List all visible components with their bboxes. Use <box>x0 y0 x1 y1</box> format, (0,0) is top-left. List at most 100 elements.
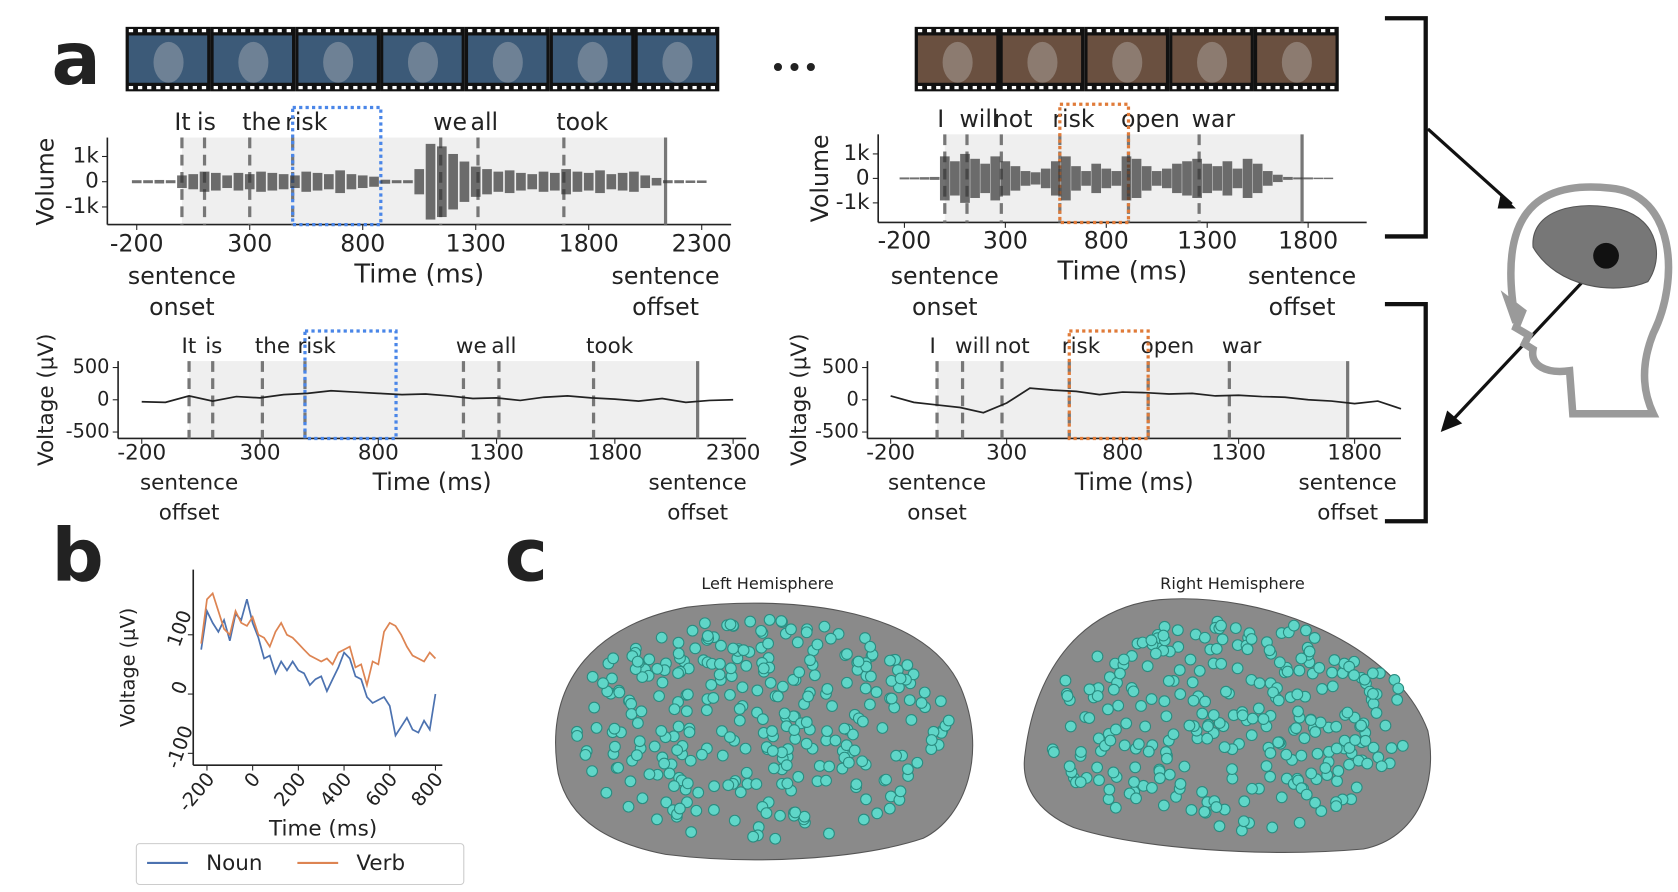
film-hole <box>277 85 282 90</box>
electrode <box>1257 713 1270 726</box>
electrode <box>1163 768 1176 781</box>
film-hole <box>625 29 631 33</box>
electrode <box>707 692 720 704</box>
word-label: the <box>242 108 281 136</box>
volume-bar <box>335 170 345 194</box>
electrode <box>597 677 609 690</box>
film-hole <box>344 29 349 33</box>
film-hole <box>1075 85 1081 90</box>
annotation: offset <box>667 501 728 526</box>
film-hole <box>1199 29 1205 33</box>
volume-bar <box>629 171 639 192</box>
electrode <box>1178 760 1191 773</box>
y-tick-label: 1k <box>844 141 871 166</box>
volume-bar <box>1323 177 1334 180</box>
film-hole <box>927 29 932 33</box>
y-axis-label: Volume <box>806 134 834 222</box>
volume-bar <box>606 174 617 190</box>
volume-bar <box>1111 171 1122 186</box>
y-tick-label: 0 <box>85 169 99 194</box>
volume-bar <box>154 179 165 184</box>
x-tick-label: 1800 <box>1327 441 1382 466</box>
film-hole <box>325 29 331 33</box>
electrode <box>692 786 705 799</box>
film-hole <box>513 29 519 33</box>
electrode <box>1385 742 1398 754</box>
film-hole <box>325 85 331 90</box>
film-hole <box>1266 29 1271 33</box>
electrode <box>772 690 784 703</box>
film-hole <box>495 29 500 33</box>
electrode <box>1149 647 1162 660</box>
electrode <box>658 757 671 770</box>
volume-bar <box>929 176 940 180</box>
electrode <box>1309 796 1321 809</box>
film-hole <box>1133 29 1138 33</box>
electrode <box>780 759 793 772</box>
electrode <box>722 779 735 792</box>
film-hole <box>1142 85 1147 90</box>
x-axis-label: Time (ms) <box>1057 256 1188 286</box>
annotation: offset <box>632 293 699 321</box>
film-hole <box>438 85 443 90</box>
electrode <box>1290 722 1302 735</box>
film-hole <box>936 85 941 90</box>
volume-bar <box>1182 161 1192 196</box>
film-hole <box>286 29 291 33</box>
annotation: sentence <box>888 471 986 496</box>
y-axis-label: Voltage (μV) <box>34 334 59 467</box>
x-tick-label: 800 <box>358 441 399 466</box>
electrode <box>633 735 646 748</box>
film-hole <box>1227 29 1232 33</box>
word-label: all <box>470 108 498 136</box>
film-hole <box>1096 85 1101 90</box>
film-hole <box>541 29 546 33</box>
volume-bar <box>1091 163 1102 194</box>
film-image <box>468 35 547 83</box>
electrode <box>1064 720 1077 733</box>
volume-bar <box>939 156 950 201</box>
film-hole <box>1302 29 1308 33</box>
film-hole <box>383 85 388 90</box>
electrode <box>740 659 753 672</box>
electrode <box>1183 719 1196 732</box>
film-figure <box>1281 41 1312 83</box>
volume-bar <box>1242 158 1253 198</box>
film-hole <box>963 29 968 33</box>
film-hole <box>1181 85 1186 90</box>
electrode <box>1367 687 1379 700</box>
electrode <box>643 768 656 781</box>
film-hole <box>192 29 198 33</box>
voltage-trace <box>890 387 1402 414</box>
electrode <box>733 714 746 727</box>
film-figure <box>942 41 973 83</box>
film-hole <box>468 29 473 33</box>
volume-bar <box>403 180 413 184</box>
film-hole <box>1011 85 1017 90</box>
volume-bar <box>1071 166 1081 191</box>
electrode <box>1330 720 1343 733</box>
electrode <box>818 620 831 633</box>
volume-bar <box>1040 168 1051 189</box>
electrode <box>1047 746 1060 759</box>
film-hole <box>1257 85 1262 90</box>
electrode <box>800 716 813 728</box>
electrode <box>1303 645 1316 658</box>
electrode <box>728 814 741 827</box>
volume-bar <box>1131 158 1142 198</box>
film-figure <box>662 41 693 83</box>
word-label: we <box>433 108 467 136</box>
electrode <box>673 802 686 815</box>
electrode <box>756 713 769 726</box>
electrode <box>1328 654 1341 666</box>
x-tick-label: -200 <box>866 441 915 466</box>
electrode <box>1273 656 1286 669</box>
electrode <box>1231 662 1244 675</box>
electrode <box>624 775 637 788</box>
film-hole <box>1199 85 1205 90</box>
electrode <box>788 724 801 736</box>
electrode <box>1264 770 1277 783</box>
electrode <box>800 737 813 750</box>
electrode <box>1343 742 1356 754</box>
